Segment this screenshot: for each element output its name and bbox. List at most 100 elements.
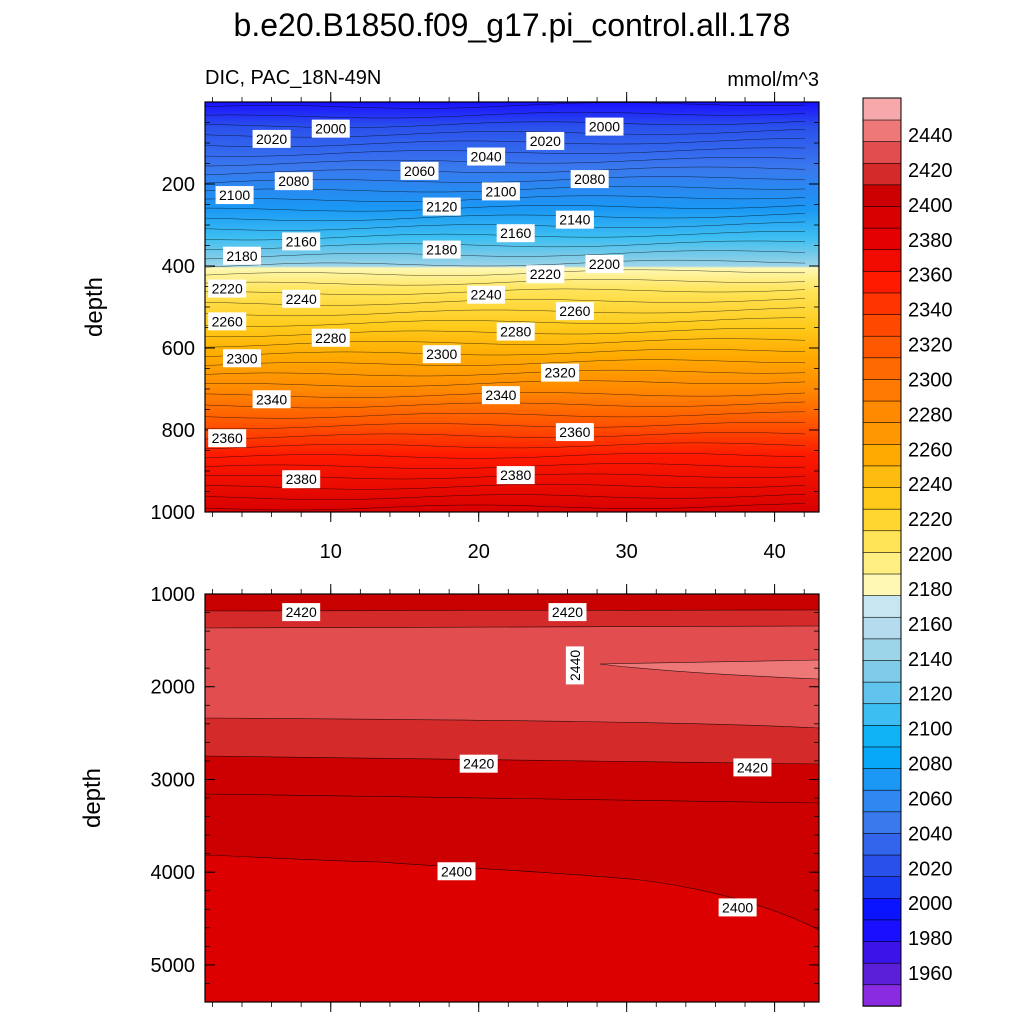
contour-label-box [282,603,321,622]
contour-label-text: 2040 [471,149,502,165]
contour-label: 2000 [585,117,624,136]
colorbar-swatch [862,832,902,856]
colorbar-swatch [862,681,902,705]
contour-label-box [282,232,321,251]
contour-label-text: 2100 [485,183,516,199]
contour-label-box [585,117,624,136]
upper-contour-line [205,307,806,317]
upper-contour-line [205,359,806,366]
contour-label-text: 2280 [315,330,346,346]
contour-label-text: 2080 [574,171,605,187]
contour-label-box [208,312,247,331]
units-label: mmol/m^3 [727,69,819,91]
contour-label-text: 2360 [212,430,243,446]
contour-label-box [481,386,520,405]
contour-label: 2260 [208,312,247,331]
colorbar-swatch [862,292,902,315]
y-tick-label: 400 [162,256,195,278]
contour-label: 2080 [274,172,313,191]
y-tick-label: 5000 [151,955,196,977]
colorbar-label: 2420 [908,160,953,182]
contour-label: 2180 [222,246,261,265]
colorbar-swatch [862,875,902,899]
upper-contour-line [205,380,806,387]
colorbar-swatch [862,270,902,294]
colorbar-swatch [862,508,902,532]
contour-label-box [208,279,247,298]
contour-label: 2440 [565,646,584,685]
upper-contour-line [205,432,806,440]
contour-label: 2300 [222,349,261,368]
contour-label-text: 2420 [286,604,317,620]
contour-label: 2360 [555,423,594,442]
contour-label: 2420 [282,603,321,622]
colorbar-swatch [862,724,902,748]
colorbar-label: 2160 [908,614,953,636]
contour-label-box [565,646,584,685]
y-tick-label: 4000 [151,862,196,884]
upper-contour-line [205,317,806,327]
upper-contour-line [205,493,806,500]
lower-panel [205,594,819,1002]
contour-label-text: 2200 [589,256,620,272]
contour-label-box [526,265,565,284]
lower-line-3 [599,659,819,665]
contour-label-box [526,131,565,150]
colorbar-swatch [862,357,902,380]
contour-label-text: 2320 [545,365,576,381]
colorbar-label: 2380 [908,230,953,252]
contour-label: 2120 [422,197,461,216]
colorbar-swatch [862,443,902,467]
contour-label-box [311,119,350,138]
y-tick-label: 600 [162,338,195,360]
colorbar-frame [862,97,902,1007]
contour-label-box [555,423,594,442]
contour-label-text: 2440 [567,650,583,681]
colorbar-label: 2200 [908,544,953,566]
contour-label-text: 2260 [559,303,590,319]
contour-label-box [400,161,439,180]
contour-label: 2400 [718,898,757,917]
upper-contour-line [205,213,806,222]
colorbar-label: 2020 [908,858,953,880]
contour-label-text: 2100 [219,187,250,203]
contour-label-box [222,246,261,265]
contour-label: 2380 [282,470,321,489]
x-tick-label: 40 [763,541,785,563]
colorbar-swatch [862,249,902,272]
contour-label-text: 2180 [226,248,257,264]
contour-label-box [555,210,594,229]
upper-contour-line [205,279,806,286]
contour-label-box [422,240,461,259]
colorbar-label: 2220 [908,509,953,531]
colorbar-label: 2280 [908,404,953,426]
contour-label: 2280 [311,328,350,347]
lower-ylabel: depth [79,768,106,828]
x-tick-label: 30 [616,541,638,563]
contour-label-text: 2000 [589,119,620,135]
colorbar-swatch [862,162,902,186]
contour-label: 2220 [208,279,247,298]
contour-label-box [437,862,476,881]
upper-contour-line [205,348,806,357]
upper-contour-line [205,503,806,511]
contour-label-text: 2140 [559,212,590,228]
contour-label: 2240 [282,289,321,308]
contour-label: 2400 [437,862,476,881]
contour-label-text: 2340 [256,391,287,407]
contour-label: 2360 [208,429,247,448]
contour-label: 2020 [252,129,291,148]
colorbar-swatch [862,940,902,964]
colorbar-swatch [862,659,902,683]
upper-contour-line [205,524,805,531]
y-tick-label: 1000 [151,502,196,524]
contour-label: 2420 [459,754,498,773]
colorbar-swatch [862,897,902,921]
y-tick-label: 1000 [151,584,196,606]
contour-label-box [459,754,498,773]
colorbar-swatch [862,97,902,121]
contour-label-text: 2080 [278,173,309,189]
contour-label-text: 2280 [500,324,531,340]
contour-label-box [282,470,321,489]
